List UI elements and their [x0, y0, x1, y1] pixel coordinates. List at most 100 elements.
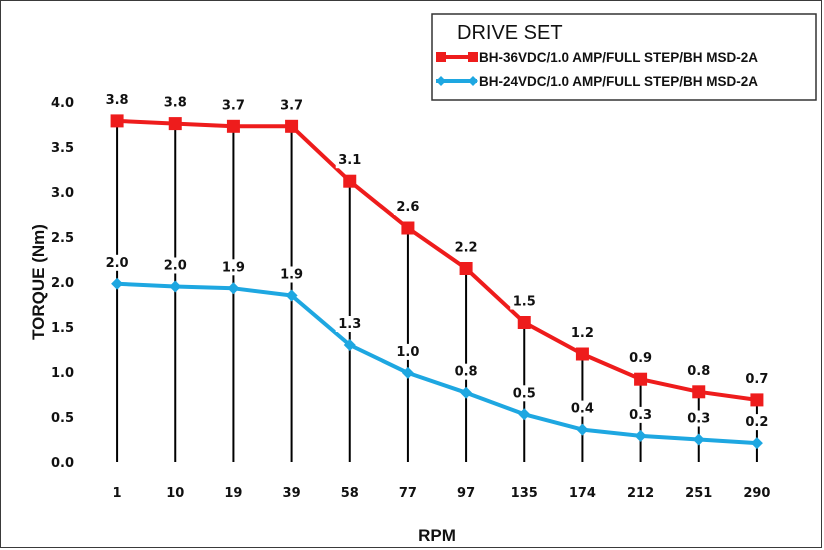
data-label: 1.0: [396, 345, 419, 360]
data-label-bg: [568, 400, 597, 417]
data-label: 0.8: [687, 364, 710, 379]
x-tick-label: 251: [685, 486, 712, 501]
data-label: 1.9: [222, 260, 245, 275]
data-label: 3.8: [106, 93, 129, 108]
series-2-marker: [285, 289, 298, 302]
data-label-bg: [510, 385, 539, 402]
drop-lines: [116, 120, 758, 462]
series-1-marker: [110, 114, 124, 128]
data-label-bg: [510, 293, 539, 310]
series-2-marker: [518, 408, 531, 421]
x-tick-label: 135: [511, 486, 538, 501]
data-label: 1.3: [338, 317, 361, 332]
y-tick-label: 0.0: [51, 456, 74, 471]
data-label-bg: [103, 254, 132, 271]
data-label: 0.5: [513, 386, 536, 401]
legend-marker-1: [436, 52, 446, 62]
data-label: 0.8: [455, 365, 478, 380]
y-tick-label: 2.5: [51, 231, 74, 246]
data-label: 0.7: [745, 372, 768, 387]
data-label: 2.2: [455, 241, 478, 256]
legend-marker-2: [436, 76, 446, 86]
data-label: 0.3: [629, 408, 652, 423]
series-1-marker: [285, 119, 299, 133]
series-2-marker: [460, 386, 473, 399]
series-line-2: [117, 281, 758, 446]
x-tick-label: 39: [283, 486, 301, 501]
data-label-bg: [335, 152, 364, 169]
series-2-marker: [750, 437, 763, 450]
series-2-marker: [634, 429, 647, 442]
data-label: 2.0: [164, 259, 187, 274]
data-label: 0.2: [745, 415, 768, 430]
series-1-marker: [575, 347, 589, 361]
data-label: 3.7: [222, 98, 245, 113]
x-tick-label: 58: [341, 486, 359, 501]
y-tick-label: 2.0: [51, 276, 74, 291]
y-tick-label: 1.5: [51, 321, 74, 336]
legend-label-2: BH-24VDC/1.0 AMP/FULL STEP/BH MSD-2A: [479, 74, 758, 89]
series-1-marker: [692, 385, 706, 399]
x-tick-label: 19: [224, 486, 242, 501]
data-label-bg: [277, 266, 306, 283]
data-label-bg: [219, 259, 248, 276]
data-label-bg: [626, 350, 655, 367]
data-label: 2.6: [396, 200, 419, 215]
series-1-marker: [459, 262, 473, 275]
data-label: 1.9: [280, 268, 303, 283]
series-markers: [110, 114, 764, 450]
x-tick-label: 1: [113, 486, 122, 501]
series-2-marker: [692, 433, 705, 446]
data-label-bg: [568, 325, 597, 341]
data-label-bg: [742, 370, 771, 387]
data-label-bg: [742, 414, 771, 431]
series-2-marker: [169, 280, 182, 293]
y-tick-label: 0.5: [51, 411, 74, 426]
data-label-bg: [452, 239, 481, 256]
y-tick-label: 4.0: [51, 96, 74, 111]
x-tick-label: 212: [627, 486, 654, 501]
data-label-bg: [219, 97, 248, 114]
data-label-bg: [393, 343, 422, 360]
series-1-marker: [634, 372, 648, 386]
data-label: 3.8: [164, 96, 187, 111]
series-lines: [117, 118, 758, 446]
data-label-bg: [277, 97, 306, 114]
x-tick-label: 77: [399, 486, 417, 501]
x-tick-label: 174: [569, 486, 596, 501]
data-label: 3.7: [280, 98, 303, 113]
data-labels: 3.8 3.8 3.7 3.7 3.1 2.6 2.2 1.5 1.2 0.9 0.8 0.7 2.0 2…: [103, 91, 771, 431]
data-label: 0.3: [687, 412, 710, 427]
data-label-bg: [161, 257, 190, 274]
data-label-bg: [393, 199, 422, 215]
data-label: 1.2: [571, 326, 594, 341]
legend-marker-2: [468, 76, 478, 86]
legend-marker-1: [468, 52, 478, 62]
x-tick-label: 290: [743, 486, 770, 501]
series-1-marker: [750, 393, 764, 407]
data-label-bg: [684, 410, 713, 427]
data-label-bg: [103, 91, 132, 108]
y-axis-ticks: 0.0 0.5 1.0 1.5 2.0 2.5 3.0 3.5 4.0: [51, 96, 74, 471]
legend-label-1: BH-36VDC/1.0 AMP/FULL STEP/BH MSD-2A: [479, 50, 758, 65]
legend-title: DRIVE SET: [457, 22, 563, 44]
series-1-marker: [343, 174, 357, 188]
data-label-bg: [161, 94, 190, 111]
legend-items: BH-36VDC/1.0 AMP/FULL STEP/BH MSD-2A BH-2…: [436, 50, 758, 89]
data-label: 0.9: [629, 351, 652, 366]
x-axis-title: RPM: [418, 526, 456, 545]
series-line-1: [117, 118, 758, 402]
y-tick-label: 3.0: [51, 186, 74, 201]
legend: DRIVE SET BH-36VDC/1.0 AMP/FULL STEP/BH …: [431, 13, 817, 101]
data-label-bg: [335, 316, 364, 332]
data-label-bg: [684, 362, 713, 379]
series-1-marker: [517, 316, 531, 329]
y-axis-title: TORQUE (Nm): [29, 224, 48, 340]
series-1-marker: [226, 119, 240, 133]
series-2-marker: [227, 282, 240, 295]
series-1-marker: [401, 221, 415, 235]
data-label: 2.0: [106, 256, 129, 271]
series-2-marker: [401, 366, 414, 379]
